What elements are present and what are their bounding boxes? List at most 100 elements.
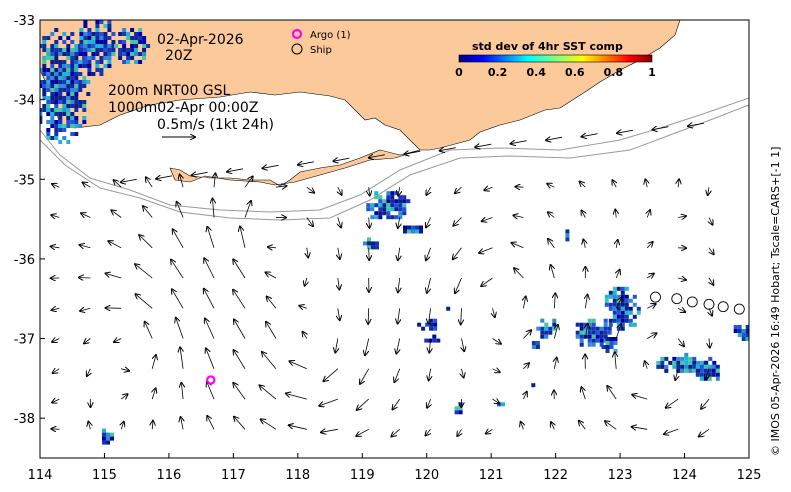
current-vector [207,382,215,400]
current-vector [204,258,215,279]
current-vector [404,151,421,154]
current-vector [275,186,287,187]
current-vector [398,247,400,260]
current-vector [551,265,555,279]
current-vector [135,264,153,279]
sst-patch [366,191,411,220]
current-vector [512,243,524,249]
current-vector [615,352,617,369]
current-vector [321,429,338,432]
lon-tick-label: 125 [737,468,762,483]
current-vector [484,187,493,190]
current-vector [647,333,656,339]
current-vector [114,339,122,343]
current-vector [368,308,369,324]
current-vector [585,324,587,339]
current-vector [678,216,686,218]
current-vector [79,278,91,279]
current-vector [554,325,558,339]
sst-patch [114,28,151,64]
lon-tick-label: 122 [543,468,568,483]
colorbar-ticks: 0 0.2 0.4 0.6 0.8 1 [455,66,656,79]
current-vector [240,227,246,248]
lat-tick-label: -35 [14,173,35,188]
current-vector [171,260,184,279]
current-vector [234,320,246,339]
argo-float-markers [206,375,216,385]
current-vector [365,338,370,356]
current-vector [607,386,617,400]
current-vector [338,247,340,259]
current-vector [298,162,314,165]
date-label: 02-Apr-2026 [157,32,244,48]
current-vector [426,247,431,260]
current-vector [156,176,173,179]
current-vector [84,339,91,344]
sst-patch [531,341,540,349]
argo-legend-label: Argo (1) [310,30,351,41]
current-vector [52,339,60,343]
current-vector [455,277,462,293]
current-vector [369,187,370,195]
current-vector [152,388,155,400]
current-vector [475,144,492,147]
current-vector [652,127,669,130]
current-vector [548,239,555,249]
current-vector [523,392,526,400]
current-vector [647,210,650,218]
colorbar-tick-label: 0.8 [604,66,624,79]
current-vector [87,368,90,376]
current-vector [579,421,586,430]
current-vector [214,173,215,188]
current-vector [121,179,137,182]
current-vector [120,394,127,399]
current-vector [615,324,621,339]
hour-label: 20Z [165,48,192,64]
current-vector [152,421,153,430]
current-vector [699,428,710,436]
current-vector [207,227,215,248]
current-vector [263,165,279,168]
current-vector [675,368,678,380]
current-vector [356,428,369,436]
current-vector [114,180,122,188]
current-vector [393,398,401,409]
current-vector [605,421,617,430]
current-vector [678,278,686,280]
current-vector [338,277,340,289]
current-vector [551,422,554,430]
current-vector [266,322,277,339]
lon-tick-label: 117 [221,468,246,483]
current-vector [290,361,307,370]
current-vector [81,213,91,217]
lat-tick-label: -36 [14,253,35,268]
current-vector [234,350,246,370]
colorbar-tick-label: 1 [648,66,656,79]
current-vector [121,422,124,430]
ship-marker [717,301,729,313]
current-vector [482,218,493,222]
current-vector [632,395,648,400]
sst-patch [363,237,379,250]
current-vector [335,338,338,353]
current-vector [616,270,620,279]
current-vector [511,141,527,144]
current-vector [632,427,648,430]
current-vector [585,295,587,309]
current-vector [457,429,461,436]
current-vector [547,184,555,188]
current-vector [244,177,253,188]
current-vector [233,259,246,279]
sst-patch [403,225,423,234]
ship-track-markers [650,291,745,315]
colorbar-tick-label: 0.6 [565,66,585,79]
current-vector [646,242,653,249]
current-vector [289,425,307,430]
current-vector [369,155,385,158]
current-vector [462,338,465,352]
current-vector [234,417,246,430]
current-vector [173,229,184,248]
sst-patch [40,28,91,144]
current-vector [369,217,370,228]
current-vector [513,215,524,217]
